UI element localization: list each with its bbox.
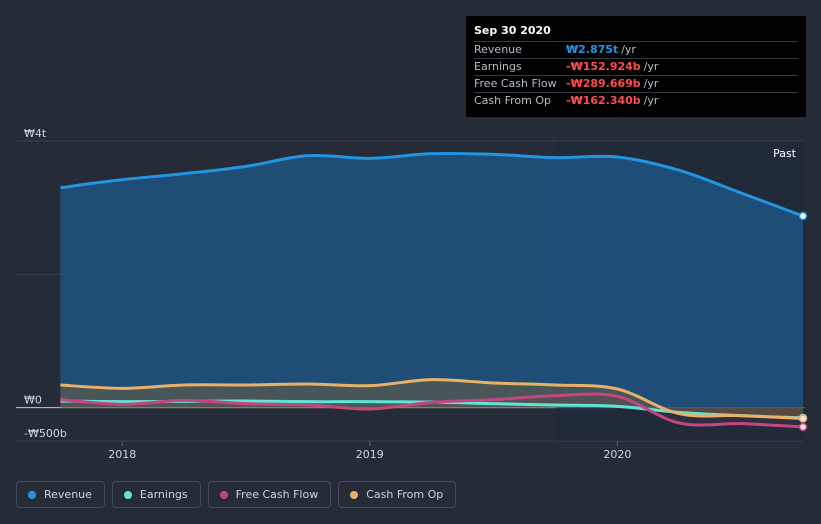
legend-item-earnings[interactable]: Earnings <box>111 481 201 508</box>
line-cash-from-op <box>60 378 804 420</box>
tooltip-value: ₩2.875t <box>566 43 619 56</box>
tooltip-unit: /yr <box>643 94 659 107</box>
past-label: Past <box>773 147 797 160</box>
tooltip-label: Free Cash Flow <box>474 77 557 90</box>
legend-item-free-cash-flow[interactable]: Free Cash Flow <box>207 481 332 508</box>
legend-label: Free Cash Flow <box>235 488 319 501</box>
area-free-cash-flow <box>60 393 803 427</box>
x-tick-label: 2020 <box>603 448 631 461</box>
y-tick-label: ₩0 <box>24 394 42 407</box>
legend-label: Cash From Op <box>366 488 444 501</box>
tooltip-label: Earnings <box>474 60 522 73</box>
tooltip-row-cash-from-op: Cash From Op -₩162.340b /yr <box>474 93 798 109</box>
line-layer <box>60 151 804 429</box>
x-tick-label: 2018 <box>108 448 136 461</box>
area-revenue <box>60 153 803 408</box>
legend-dot-icon <box>123 490 132 499</box>
end-point-revenue <box>798 211 808 221</box>
axis-layer: ₩4t ₩0 -₩500b 2018 2019 2020 Past <box>24 127 797 461</box>
end-point-free-cash-flow <box>798 422 808 432</box>
legend-dot-icon <box>28 490 36 499</box>
tooltip-value: -₩152.924b <box>566 60 641 73</box>
line-free-cash-flow <box>60 392 804 429</box>
x-tick-label: 2019 <box>356 448 384 461</box>
legend-label: Revenue <box>44 488 92 501</box>
legend-item-revenue[interactable]: Revenue <box>16 481 105 508</box>
tooltip-date: Sep 30 2020 <box>474 24 798 42</box>
tooltip-row-revenue: Revenue ₩2.875t /yr <box>474 42 798 59</box>
legend-dot-icon <box>350 490 359 499</box>
tooltip-value: -₩162.340b <box>566 94 641 107</box>
legend-dot-icon <box>219 490 228 499</box>
end-point-cash-from-op <box>798 414 808 423</box>
tooltip-unit: /yr <box>643 60 659 73</box>
tooltip-unit: /yr <box>643 77 659 90</box>
marker-layer <box>798 211 808 432</box>
y-tick-label: ₩4t <box>24 127 47 140</box>
tooltip-row-free-cash-flow: Free Cash Flow -₩289.669b /yr <box>474 76 798 93</box>
tooltip-label: Cash From Op <box>474 94 552 107</box>
legend-item-cash-from-op[interactable]: Cash From Op <box>338 481 457 508</box>
line-revenue <box>60 151 804 218</box>
tooltip-unit: /yr <box>621 43 636 56</box>
y-tick-label: -₩500b <box>24 427 67 440</box>
area-earnings <box>60 400 803 418</box>
tooltip-row-earnings: Earnings -₩152.924b /yr <box>474 59 798 76</box>
legend-label: Earnings <box>139 488 188 501</box>
tooltip-value: -₩289.669b <box>566 77 641 90</box>
legend: Revenue Earnings Free Cash Flow Cash Fro… <box>16 481 457 508</box>
tooltip-panel: Sep 30 2020 Revenue ₩2.875t /yr Earnings… <box>466 16 806 117</box>
tooltip-label: Revenue <box>474 43 522 56</box>
